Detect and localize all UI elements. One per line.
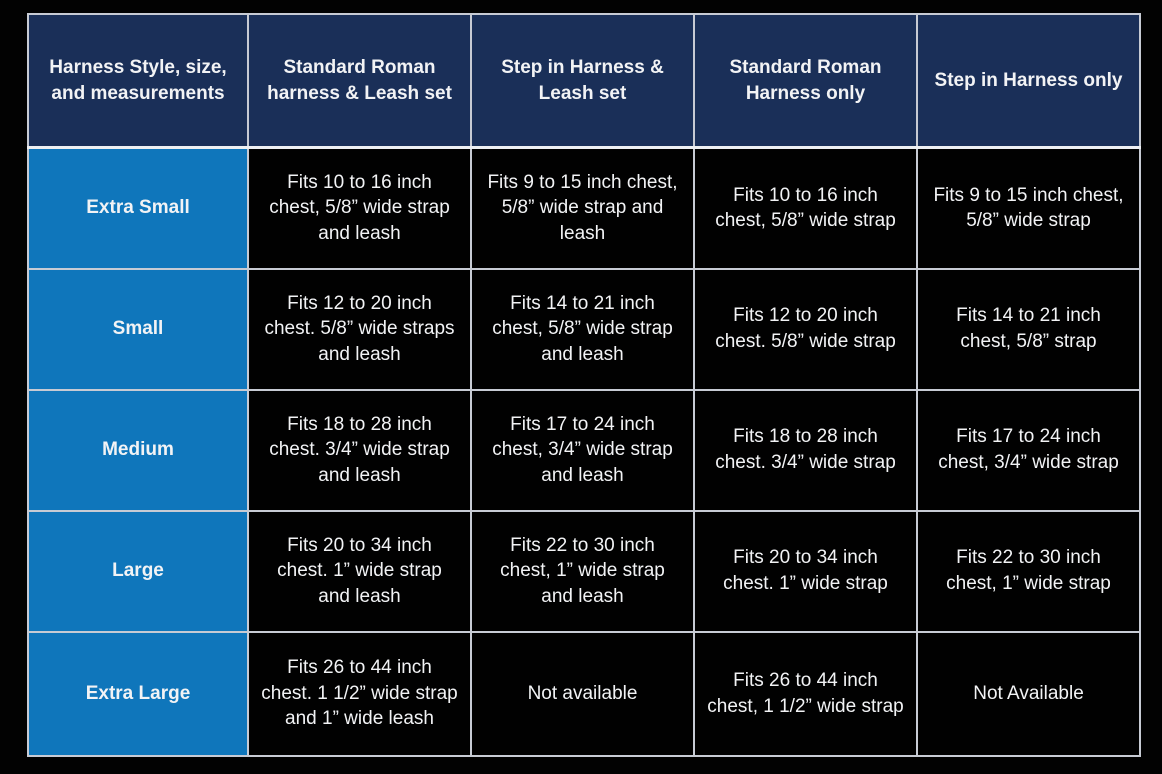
- table-cell: Fits 20 to 34 inch chest. 1” wide strap …: [247, 509, 472, 633]
- table-cell: Fits 18 to 28 inch chest. 3/4” wide stra…: [693, 388, 918, 512]
- row-label-large: Large: [27, 509, 249, 633]
- table-cell: Fits 22 to 30 inch chest, 1” wide strap: [916, 509, 1141, 633]
- row-label-extra-small: Extra Small: [27, 146, 249, 270]
- table-row-extra-small: Extra Small Fits 10 to 16 inch chest, 5/…: [27, 146, 1141, 270]
- table-cell: Fits 26 to 44 inch chest, 1 1/2” wide st…: [693, 630, 918, 757]
- table-row-extra-large: Extra Large Fits 26 to 44 inch chest. 1 …: [27, 630, 1141, 757]
- row-label-extra-large: Extra Large: [27, 630, 249, 757]
- table-row-large: Large Fits 20 to 34 inch chest. 1” wide …: [27, 509, 1141, 633]
- table-cell: Fits 14 to 21 inch chest, 5/8” wide stra…: [470, 267, 695, 391]
- row-label-medium: Medium: [27, 388, 249, 512]
- table-cell: Fits 12 to 20 inch chest. 5/8” wide stra…: [247, 267, 472, 391]
- table-cell: Fits 22 to 30 inch chest, 1” wide strap …: [470, 509, 695, 633]
- table-row-medium: Medium Fits 18 to 28 inch chest. 3/4” wi…: [27, 388, 1141, 512]
- table-cell: Fits 20 to 34 inch chest. 1” wide strap: [693, 509, 918, 633]
- table-cell: Fits 10 to 16 inch chest, 5/8” wide stra…: [693, 146, 918, 270]
- row-label-small: Small: [27, 267, 249, 391]
- header-cell-style-size: Harness Style, size, and measurements: [27, 13, 249, 149]
- header-cell-standard-roman-leash-set: Standard Roman harness & Leash set: [247, 13, 472, 149]
- table-cell: Fits 18 to 28 inch chest. 3/4” wide stra…: [247, 388, 472, 512]
- table-cell: Fits 17 to 24 inch chest, 3/4” wide stra…: [916, 388, 1141, 512]
- header-cell-step-in-leash-set: Step in Harness & Leash set: [470, 13, 695, 149]
- harness-size-table: Harness Style, size, and measurements St…: [27, 13, 1141, 757]
- table-cell: Fits 12 to 20 inch chest. 5/8” wide stra…: [693, 267, 918, 391]
- table-row-small: Small Fits 12 to 20 inch chest. 5/8” wid…: [27, 267, 1141, 391]
- table-cell: Not available: [470, 630, 695, 757]
- header-row: Harness Style, size, and measurements St…: [27, 13, 1141, 149]
- table-cell: Fits 26 to 44 inch chest. 1 1/2” wide st…: [247, 630, 472, 757]
- table-cell: Fits 14 to 21 inch chest, 5/8” strap: [916, 267, 1141, 391]
- header-cell-step-in-only: Step in Harness only: [916, 13, 1141, 149]
- table-cell: Fits 9 to 15 inch chest, 5/8” wide strap…: [470, 146, 695, 270]
- table-cell: Fits 17 to 24 inch chest, 3/4” wide stra…: [470, 388, 695, 512]
- table-cell: Not Available: [916, 630, 1141, 757]
- table-cell: Fits 9 to 15 inch chest, 5/8” wide strap: [916, 146, 1141, 270]
- table-cell: Fits 10 to 16 inch chest, 5/8” wide stra…: [247, 146, 472, 270]
- header-cell-standard-roman-only: Standard Roman Harness only: [693, 13, 918, 149]
